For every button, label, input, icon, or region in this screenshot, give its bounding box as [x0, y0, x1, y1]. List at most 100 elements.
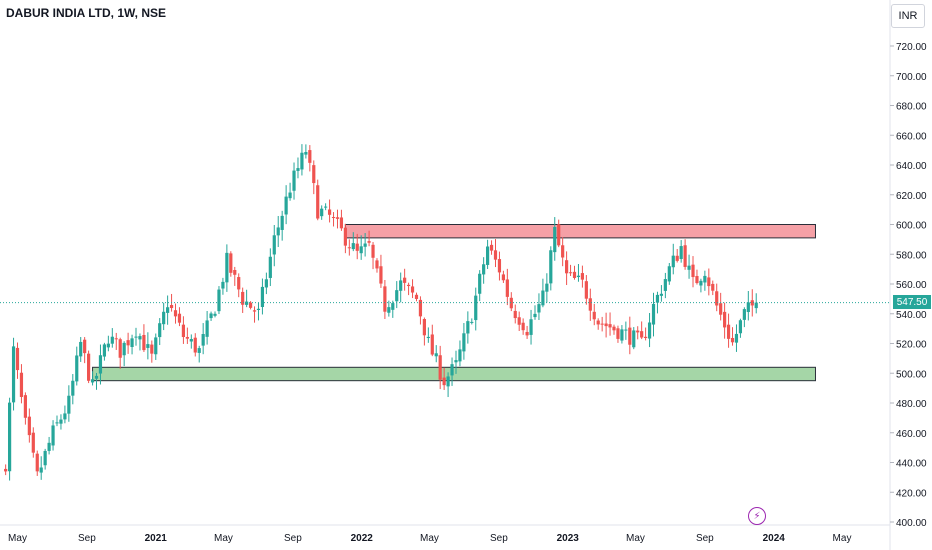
candle-body — [406, 284, 411, 287]
y-tick-label: 540.00 — [896, 310, 927, 321]
candle-body — [521, 322, 525, 331]
time-axis[interactable]: May Sep 2021 May Sep 2022 May Sep 2023 May Sep 2024… — [8, 533, 851, 544]
candle-body — [75, 355, 79, 382]
candle-body — [94, 375, 99, 379]
candle-body — [723, 311, 727, 328]
y-tick-label: 400.00 — [896, 518, 927, 529]
candle-body — [316, 185, 320, 219]
candle-body — [245, 301, 249, 305]
candle-body — [347, 247, 351, 249]
candle-body — [118, 339, 122, 358]
candle-body — [308, 150, 312, 163]
candle-body — [15, 347, 20, 371]
candle-body — [454, 360, 458, 363]
candle-body — [707, 277, 711, 287]
candle-body — [213, 313, 217, 316]
candle-body — [23, 395, 28, 418]
candle-body — [142, 334, 146, 351]
candle-body — [734, 333, 739, 343]
candle-body — [150, 344, 154, 354]
x-tick-label: Sep — [696, 533, 714, 544]
candle-body — [31, 432, 35, 453]
candle-body — [363, 243, 367, 247]
resistance-zone[interactable] — [344, 224, 816, 239]
candle-body — [19, 372, 24, 397]
x-tick-label: Sep — [490, 533, 508, 544]
candle-body — [90, 379, 95, 383]
price-axis[interactable]: 400.00 420.00 440.00 460.00 480.00 500.00 520.… — [890, 42, 927, 529]
candle-body — [110, 336, 114, 344]
candle-body — [126, 340, 130, 346]
candle-body — [604, 323, 608, 327]
candle-body — [478, 273, 482, 294]
candle-body — [746, 302, 750, 313]
x-tick-label: May — [626, 533, 645, 544]
x-tick-label: 2023 — [557, 533, 580, 544]
candle-body — [87, 353, 91, 381]
candle-body — [466, 321, 470, 334]
candle-body — [497, 259, 502, 273]
currency-button[interactable]: INR — [891, 4, 925, 28]
candle-body — [169, 305, 174, 309]
candle-body — [387, 307, 391, 313]
y-tick-label: 660.00 — [896, 131, 927, 142]
candle-body — [580, 273, 585, 280]
candle-body — [683, 245, 687, 267]
candle-body — [565, 260, 569, 274]
candle-body — [284, 196, 288, 215]
candle-body — [553, 227, 557, 253]
candle-body — [715, 291, 719, 306]
candle-body — [102, 344, 107, 357]
candle-body — [379, 266, 383, 284]
candle-body — [632, 330, 636, 348]
candle-body — [608, 324, 612, 328]
candle-body — [395, 290, 399, 302]
lightning-bolt-icon[interactable]: ⚡ — [748, 507, 766, 525]
candle-body — [434, 353, 438, 357]
candle-body — [671, 255, 675, 268]
candle-body — [71, 380, 75, 396]
candle-body — [687, 265, 691, 270]
y-tick-label: 440.00 — [896, 459, 927, 470]
y-tick-label: 600.00 — [896, 221, 927, 232]
candle-body — [628, 327, 632, 345]
candle-body — [691, 264, 695, 278]
candle-body — [63, 413, 67, 420]
candle-body — [644, 336, 648, 338]
candle-body — [11, 346, 16, 403]
candle-body — [493, 250, 498, 260]
candle-body — [351, 243, 355, 250]
candle-body — [371, 244, 375, 258]
candle-body — [525, 331, 529, 336]
x-tick-label: 2024 — [763, 533, 786, 544]
candle-body — [209, 313, 213, 319]
candle-body — [482, 264, 486, 275]
candle-body — [335, 217, 340, 219]
candle-body — [450, 364, 454, 376]
candle-body — [138, 336, 142, 340]
candle-body — [122, 342, 126, 356]
candle-body — [383, 286, 387, 312]
support-zone[interactable] — [92, 366, 816, 382]
candle-body — [640, 331, 644, 338]
candle-body — [241, 291, 245, 305]
candle-body — [624, 329, 628, 331]
candle-body — [568, 272, 573, 274]
candle-body — [304, 151, 308, 155]
candle-body — [197, 348, 201, 353]
candle-body — [292, 170, 296, 191]
candle-body — [651, 303, 656, 325]
candle-body — [237, 277, 241, 290]
candle-body — [442, 377, 446, 386]
candle-body — [636, 330, 640, 333]
candle-body — [201, 334, 205, 346]
candle-body — [7, 402, 12, 472]
candle-body — [675, 255, 679, 261]
candle-body — [537, 304, 541, 313]
candle-body — [233, 270, 237, 275]
candle-body — [517, 317, 521, 325]
candle-body — [576, 275, 581, 278]
candle-body — [399, 280, 403, 291]
candle-body — [217, 289, 221, 312]
